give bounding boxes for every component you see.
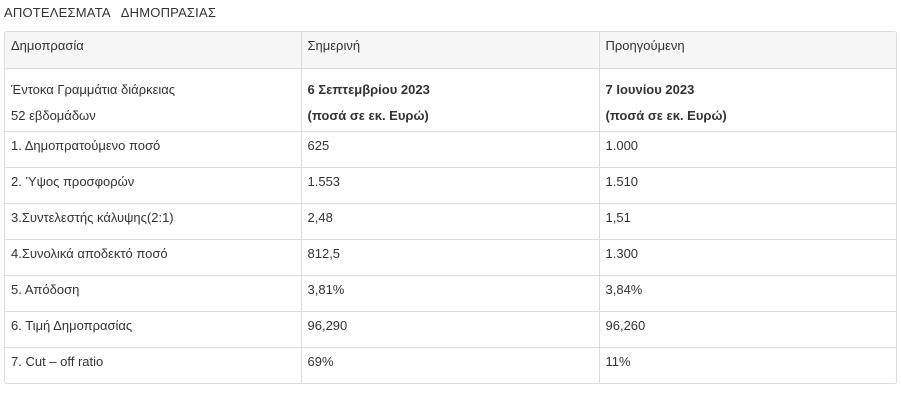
row-label: 5. Απόδοση — [5, 275, 302, 312]
row-previous: 1.000 — [599, 131, 896, 168]
row-previous: 96,260 — [599, 311, 896, 348]
row-current: 2,48 — [301, 203, 600, 240]
row-previous: 1.300 — [599, 239, 896, 276]
table-subheader-row: Έντοκα Γραμμάτια διάρκειας 52 εβδομάδων … — [5, 68, 896, 132]
row-current: 1.553 — [301, 167, 600, 204]
auction-results-table: Δημοπρασία Σημερινή Προηγούμενη Έντοκα Γ… — [4, 31, 897, 384]
table-row: 3.Συντελεστής κάλυψης(2:1) 2,48 1,51 — [5, 203, 896, 240]
header-auction: Δημοπρασία — [5, 32, 302, 69]
subheader-previous-cell: 7 Ιουνίου 2023 (ποσά σε εκ. Ευρώ) — [599, 68, 896, 132]
row-previous: 11% — [599, 347, 896, 383]
table-header-row: Δημοπρασία Σημερινή Προηγούμενη — [5, 32, 896, 69]
subheader-label-line2: 52 εβδομάδων — [11, 107, 96, 123]
row-label: 2. Ύψος προσφορών — [5, 167, 302, 204]
row-label: 6. Τιμή Δημοπρασίας — [5, 311, 302, 348]
row-current: 96,290 — [301, 311, 600, 348]
row-current: 3,81% — [301, 275, 600, 312]
row-label: 7. Cut – off ratio — [5, 347, 302, 383]
subheader-previous-unit: (ποσά σε εκ. Ευρώ) — [605, 107, 727, 123]
table-row: 5. Απόδοση 3,81% 3,84% — [5, 275, 896, 312]
subheader-previous-date: 7 Ιουνίου 2023 — [605, 81, 695, 97]
subheader-current-date: 6 Σεπτεμβρίου 2023 — [307, 81, 430, 97]
table-row: 1. Δημοπρατούμενο ποσό 625 1.000 — [5, 131, 896, 168]
row-current: 69% — [301, 347, 600, 383]
subheader-label-cell: Έντοκα Γραμμάτια διάρκειας 52 εβδομάδων — [5, 68, 302, 132]
page-title: ΑΠΟΤΕΛΕΣΜΑΤΑ ΔΗΜΟΠΡΑΣΙΑΣ — [4, 5, 217, 20]
results-table: Δημοπρασία Σημερινή Προηγούμενη Έντοκα Γ… — [5, 32, 896, 383]
header-current: Σημερινή — [301, 32, 600, 69]
row-current: 625 — [301, 131, 600, 168]
subheader-current-cell: 6 Σεπτεμβρίου 2023 (ποσά σε εκ. Ευρώ) — [301, 68, 600, 132]
table-row: 7. Cut – off ratio 69% 11% — [5, 347, 896, 383]
row-label: 1. Δημοπρατούμενο ποσό — [5, 131, 302, 168]
row-current: 812,5 — [301, 239, 600, 276]
header-previous: Προηγούμενη — [599, 32, 896, 69]
subheader-label-line1: Έντοκα Γραμμάτια διάρκειας — [11, 81, 176, 97]
table-row: 4.Συνολικά αποδεκτό ποσό 812,5 1.300 — [5, 239, 896, 276]
row-label: 4.Συνολικά αποδεκτό ποσό — [5, 239, 302, 276]
row-previous: 1.510 — [599, 167, 896, 204]
row-previous: 1,51 — [599, 203, 896, 240]
row-previous: 3,84% — [599, 275, 896, 312]
subheader-current-unit: (ποσά σε εκ. Ευρώ) — [307, 107, 429, 123]
table-row: 2. Ύψος προσφορών 1.553 1.510 — [5, 167, 896, 204]
table-row: 6. Τιμή Δημοπρασίας 96,290 96,260 — [5, 311, 896, 348]
row-label: 3.Συντελεστής κάλυψης(2:1) — [5, 203, 302, 240]
